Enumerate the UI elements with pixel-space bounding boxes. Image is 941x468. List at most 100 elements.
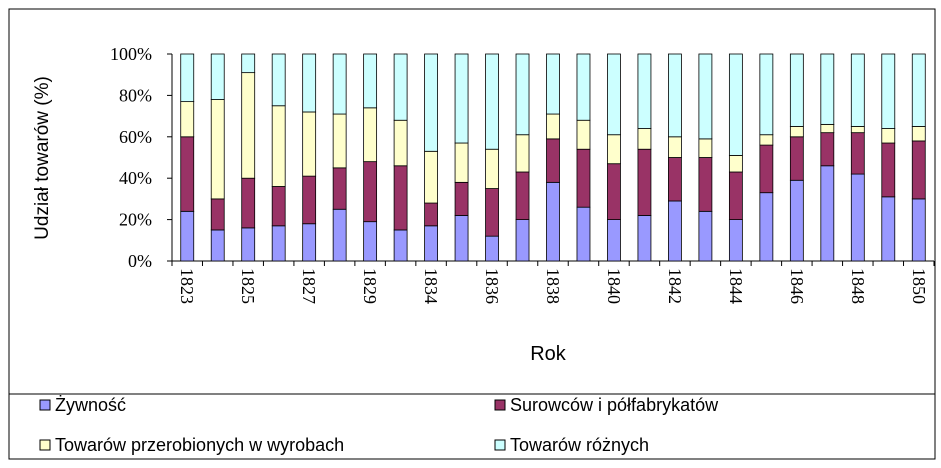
bar-segment xyxy=(241,227,256,262)
bar-segment xyxy=(576,53,591,121)
bar-segment xyxy=(393,119,408,167)
bar-segment xyxy=(820,132,835,167)
bar-segment xyxy=(546,113,560,140)
bar-segment xyxy=(881,128,896,144)
bar-segment xyxy=(546,181,560,262)
legend-frame xyxy=(8,393,936,460)
bar-segment xyxy=(789,179,804,262)
bar-segment xyxy=(728,155,743,173)
bar-segment xyxy=(881,53,896,129)
legend-label: Towarów różnych xyxy=(510,435,649,455)
x-axis-label: Rok xyxy=(530,343,567,365)
bar-segment xyxy=(210,99,225,200)
bar-segment xyxy=(698,53,713,140)
bar-segment xyxy=(241,72,256,179)
bar-segment xyxy=(515,219,530,262)
bar-segment xyxy=(668,136,682,158)
bar-segment xyxy=(485,53,499,150)
y-axis-label: Udział towarów (%) xyxy=(32,76,53,240)
y-tick-label: 60% xyxy=(119,127,152,147)
y-label-group: Udział towarów (%) xyxy=(32,76,53,240)
bar-segment xyxy=(363,107,378,163)
x-tick-label: 1846 xyxy=(787,268,807,304)
bar-segment xyxy=(637,148,652,216)
legend-label: Towarów przerobionych w wyrobach xyxy=(55,435,344,455)
legend-swatch xyxy=(39,399,51,411)
bar-segment xyxy=(271,225,286,262)
y-tick-label: 40% xyxy=(119,168,152,188)
bar-segment xyxy=(698,210,713,262)
bar-segment xyxy=(850,126,865,134)
bar-segment xyxy=(241,53,256,74)
bar-segment xyxy=(546,53,560,115)
bar-segment xyxy=(332,53,347,115)
bar-segment xyxy=(454,215,469,262)
legend-swatch xyxy=(494,439,506,451)
bar-segment xyxy=(393,165,408,231)
bar-segment xyxy=(302,53,317,113)
bar-segment xyxy=(302,175,317,225)
bar-segment xyxy=(576,119,591,150)
bar-segment xyxy=(850,53,865,127)
y-tick-label: 0% xyxy=(128,251,152,271)
bar-segment xyxy=(302,111,317,177)
bar-segment xyxy=(424,225,438,262)
bar-segment xyxy=(332,208,347,262)
bar-segment xyxy=(759,53,774,136)
y-tick-label: 80% xyxy=(119,85,152,105)
bar-segment xyxy=(728,219,743,262)
bar-segment xyxy=(241,177,256,229)
bar-segment xyxy=(789,136,804,181)
bar-segment xyxy=(698,138,713,158)
x-tick-label: 1823 xyxy=(177,268,197,304)
bar-segment xyxy=(728,53,743,156)
bar-segment xyxy=(180,101,195,138)
bar-segment xyxy=(180,136,195,212)
bar-segment xyxy=(393,53,408,121)
legend-swatch xyxy=(494,399,506,411)
x-tick-label: 1840 xyxy=(604,268,624,304)
bar-segment xyxy=(424,202,438,227)
bar-segment xyxy=(850,132,865,175)
legend-swatch xyxy=(39,439,51,451)
bar-segment xyxy=(515,53,530,136)
bar-segment xyxy=(698,157,713,212)
x-tick-label: 1850 xyxy=(909,268,929,304)
bar-segment xyxy=(637,53,652,129)
bar-segment xyxy=(302,223,317,262)
bar-segment xyxy=(911,140,926,200)
bar-segment xyxy=(210,198,225,231)
bar-segment xyxy=(363,53,378,109)
bar-segment xyxy=(332,113,347,169)
legend-label: Surowców i półfabrykatów xyxy=(510,395,719,415)
bar-segment xyxy=(728,171,743,221)
bar-segment xyxy=(363,221,378,262)
y-tick-label: 100% xyxy=(110,44,152,64)
bar-segment xyxy=(393,229,408,262)
bar-segment xyxy=(607,219,621,262)
bar-segment xyxy=(515,134,530,173)
bar-segment xyxy=(637,215,652,262)
bar-segment xyxy=(668,157,682,202)
legend-label: Żywność xyxy=(55,395,126,415)
x-tick-label: 1827 xyxy=(299,268,319,304)
x-tick-label: 1838 xyxy=(543,268,563,304)
bar-segment xyxy=(759,192,774,262)
bar-segment xyxy=(485,188,499,237)
x-tick-label: 1834 xyxy=(421,268,441,304)
bar-segment xyxy=(668,53,682,138)
x-tick-label: 1829 xyxy=(360,268,380,304)
bar-segment xyxy=(576,148,591,208)
x-tick-label: 1836 xyxy=(482,268,502,304)
x-tick-label: 1848 xyxy=(848,268,868,304)
bar-segment xyxy=(210,53,225,100)
bar-segment xyxy=(881,142,896,198)
bar-segment xyxy=(607,163,621,221)
bar-segment xyxy=(820,123,835,134)
bar-segment xyxy=(424,53,438,152)
bar-segment xyxy=(363,161,378,223)
bar-segment xyxy=(820,165,835,262)
bar-segment xyxy=(271,53,286,107)
